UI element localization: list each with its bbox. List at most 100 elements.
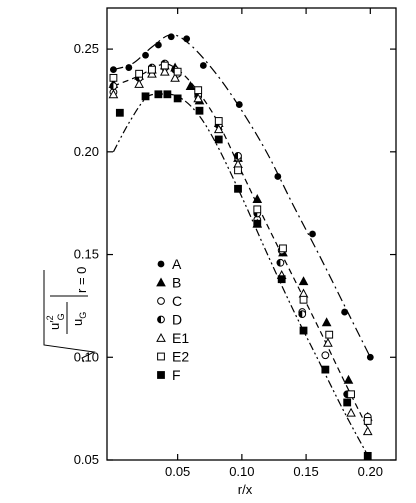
- point-a: [341, 308, 349, 316]
- point-a-shape: [235, 101, 243, 108]
- legend-marker-f: [157, 371, 165, 379]
- point-a: [309, 230, 316, 238]
- fit-curve-dash-dot-dot: [112, 93, 371, 461]
- point-e1-shape: [134, 78, 144, 88]
- x-tick-label: 0.05: [165, 464, 190, 479]
- legend-marker-b: [156, 277, 166, 287]
- point-a-shape: [154, 41, 162, 49]
- point-a: [142, 51, 149, 59]
- point-d: [276, 258, 285, 267]
- legend-label-e2: E2: [172, 349, 189, 365]
- legend-marker-e1-shape: [156, 332, 166, 342]
- point-f-shape: [195, 106, 204, 115]
- legend-label-d: D: [172, 312, 182, 328]
- point-e2-shape: [160, 61, 169, 70]
- point-e2-shape: [135, 69, 144, 78]
- point-e2: [347, 390, 355, 399]
- legend-marker-a: [157, 260, 165, 268]
- point-e1-shape: [362, 426, 373, 436]
- point-e2: [135, 69, 144, 78]
- legend-label-a: A: [172, 256, 182, 272]
- point-f-shape: [321, 365, 330, 374]
- plot-frame: [106, 7, 397, 461]
- point-f-shape: [115, 108, 124, 117]
- point-d: [298, 310, 307, 319]
- y-label-denominator-base: u: [70, 319, 85, 326]
- point-e2-shape: [148, 65, 156, 74]
- point-f: [141, 92, 150, 101]
- point-f-shape: [277, 275, 286, 284]
- legend-marker-e1: [156, 332, 166, 342]
- point-e2: [253, 205, 262, 214]
- point-e2-shape: [173, 67, 182, 76]
- point-e1-shape: [193, 93, 204, 103]
- point-e2-shape: [347, 390, 355, 399]
- point-e1-shape: [323, 337, 333, 347]
- point-e1: [193, 93, 204, 103]
- legend-marker-a-shape: [157, 260, 165, 268]
- point-f: [234, 184, 242, 193]
- point-e2-shape: [109, 73, 118, 82]
- point-e2-shape: [363, 417, 372, 425]
- point-d: [109, 82, 118, 90]
- x-axis-label: r/x: [238, 482, 253, 497]
- point-a: [366, 353, 374, 361]
- point-e2-shape: [279, 244, 287, 253]
- point-f-shape: [343, 398, 352, 407]
- point-d-fill: [343, 390, 348, 398]
- point-b-shape: [185, 81, 196, 90]
- point-a-shape: [309, 230, 316, 238]
- point-a: [274, 173, 282, 180]
- y-label-denominator-sub: G: [78, 312, 88, 319]
- legend-marker-d: [157, 315, 165, 324]
- point-f-shape: [173, 94, 182, 103]
- point-b: [321, 317, 332, 327]
- point-d-fill: [298, 310, 303, 318]
- point-f: [299, 326, 308, 335]
- y-tick-label: 0.25: [74, 41, 99, 56]
- legend-marker-f-shape: [157, 371, 165, 379]
- point-d: [234, 152, 242, 160]
- legend-marker-c-shape: [157, 297, 165, 305]
- point-f-shape: [163, 90, 172, 99]
- point-e2-shape: [214, 117, 223, 125]
- point-a: [167, 33, 175, 41]
- point-a: [154, 41, 162, 49]
- point-e2: [160, 61, 169, 70]
- point-c-shape: [321, 351, 330, 360]
- point-f: [154, 90, 163, 99]
- point-e2: [279, 244, 287, 253]
- point-e2: [234, 166, 242, 175]
- point-f-shape: [154, 90, 163, 99]
- point-a: [110, 66, 117, 74]
- legend-marker-b-shape: [156, 277, 166, 287]
- y-label-numerator-sup: 2: [45, 315, 55, 320]
- point-f: [163, 90, 172, 99]
- point-e1-shape: [159, 66, 170, 76]
- point-b: [298, 276, 309, 286]
- point-e2: [194, 86, 203, 95]
- point-a-shape: [341, 308, 349, 316]
- point-d-fill: [110, 82, 114, 90]
- point-e1-shape: [108, 89, 119, 99]
- point-e2-shape: [299, 295, 308, 304]
- point-a-shape: [142, 51, 149, 59]
- point-a: [183, 35, 191, 43]
- point-f-shape: [141, 92, 150, 101]
- point-b-shape: [321, 317, 332, 327]
- point-e2-shape: [253, 205, 262, 214]
- fit-curves: [112, 34, 371, 461]
- axis-ticks: 0.05 0.10 0.15 0.20 0.05 0.10 0.15 0.20 0.25: [74, 8, 396, 479]
- point-e1: [159, 66, 170, 76]
- y-label-numerator-base: u′: [47, 320, 62, 330]
- x-tick-label: 0.20: [358, 464, 383, 479]
- fit-curve-dashed: [113, 63, 371, 434]
- y-label-radical-sign: [43, 270, 96, 363]
- fit-curve-dash-dot: [113, 34, 371, 358]
- point-f: [253, 219, 262, 228]
- point-e1: [323, 337, 333, 347]
- legend-marker-e2: [157, 352, 165, 361]
- point-e2: [173, 67, 182, 76]
